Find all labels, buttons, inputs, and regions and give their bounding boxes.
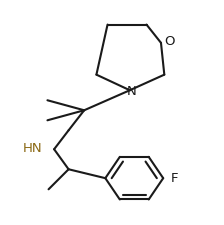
Text: N: N [127, 85, 137, 98]
Text: F: F [171, 172, 178, 185]
Text: HN: HN [23, 142, 43, 155]
Text: O: O [164, 35, 175, 48]
